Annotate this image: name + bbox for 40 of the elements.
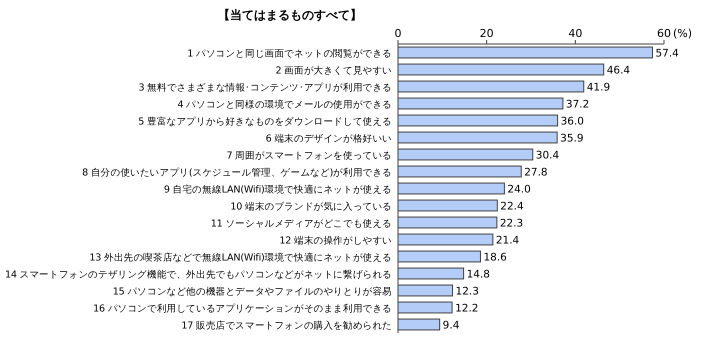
data-label: 24.0 xyxy=(507,184,531,196)
data-label: 12.3 xyxy=(456,286,479,298)
data-label: 21.4 xyxy=(496,234,520,246)
y-tick-label: 15 パソコンなど他の機器とデータやファイルのやりとりが容易 xyxy=(112,286,392,298)
y-tick-label: 1 パソコンと同じ画面でネットの閲覧ができる xyxy=(187,48,392,60)
data-label: 12.2 xyxy=(455,302,478,314)
data-label: 18.6 xyxy=(483,252,508,264)
data-label: 36.0 xyxy=(560,116,584,128)
y-tick-label: 7 周囲がスマートフォンを使っている xyxy=(226,150,392,162)
y-tick-label: 10 端末のブランドが気に入っている xyxy=(230,200,392,212)
data-label: 22.3 xyxy=(500,218,524,230)
x-tick-label: 60 xyxy=(657,27,671,40)
y-tick-label: 14 スマートフォンのテザリング機能で、外出先でもパソコンなどがネットに繋げられる xyxy=(4,268,392,280)
y-tick-label: 13 外出先の喫茶店などで無線LAN(Wifi)環境で快適にネットが使える xyxy=(89,252,392,264)
y-tick-label: 8 自分の使いたいアプリ(スケジュール管理、ゲームなど)が利用できる xyxy=(82,166,392,178)
data-label: 9.4 xyxy=(442,320,460,332)
data-label: 46.4 xyxy=(606,64,630,76)
y-tick-label: 12 端末の操作がしやすい xyxy=(279,234,392,246)
y-tick-label: 5 豊富なアプリから好きなものをダウンロードして使える xyxy=(138,116,392,128)
x-tick-label: 0 xyxy=(394,27,402,40)
y-tick-label: 2 画面が大きくて見やすい xyxy=(275,64,392,76)
x-tick-label: 40 xyxy=(568,27,582,40)
y-tick-label: 3 無料でさまざまな情報･コンテンツ･アプリが利用できる xyxy=(138,82,392,94)
data-label: 22.4 xyxy=(500,200,524,212)
y-tick-label: 16 パソコンで利用しているアプリケーションがそのまま利用できる xyxy=(93,302,392,314)
x-tick-label: 20 xyxy=(480,27,494,40)
y-tick-label: 6 端末のデザインが格好いい xyxy=(266,132,392,144)
y-tick-label: 11 ソーシャルメディアがどこでも使える xyxy=(210,218,392,230)
data-label: 57.4 xyxy=(655,48,680,60)
y-tick-label: 4 パソコンと同様の環境でメールの使用ができる xyxy=(177,98,392,110)
x-axis-title: (%) xyxy=(673,27,692,40)
data-label: 37.2 xyxy=(566,98,590,110)
data-label: 41.9 xyxy=(586,82,610,94)
data-label: 35.9 xyxy=(560,132,584,144)
data-label: 30.4 xyxy=(536,150,560,162)
y-tick-label: 9 自宅の無線LAN(Wifi)環境で快適にネットが使える xyxy=(164,184,392,196)
text: 【当てはまるものすべて】 xyxy=(218,8,362,22)
data-label: 14.8 xyxy=(466,268,490,280)
y-tick-label: 17 販売店でスマートフォンの購入を勧められた xyxy=(181,320,392,332)
data-label: 27.8 xyxy=(524,166,548,178)
